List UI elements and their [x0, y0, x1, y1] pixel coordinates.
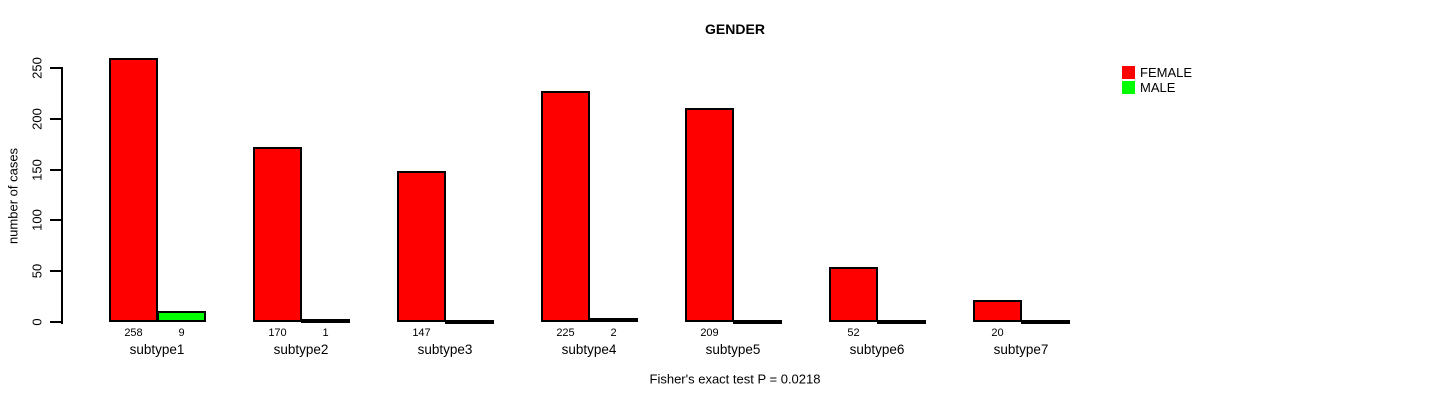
female-bar-subtype5: [685, 108, 734, 322]
bar-value-label: 20: [991, 327, 1004, 339]
male-color-swatch: [1122, 81, 1135, 94]
bar-value-label: 147: [412, 327, 431, 339]
x-category-label: subtype5: [705, 342, 761, 357]
female-bar-subtype7: [973, 300, 1022, 322]
male-bar-subtype4: [589, 318, 638, 322]
female-bar-subtype2: [253, 147, 302, 322]
y-tick-mark: [50, 168, 62, 171]
y-tick-label: 50: [29, 263, 45, 279]
male-bar-subtype1: [157, 311, 206, 322]
bar-value-label: 170: [268, 327, 287, 339]
y-tick-label: 200: [29, 107, 45, 130]
bar-value-label: 2: [610, 327, 617, 339]
male-bar-subtype6: [877, 320, 926, 324]
legend-item-male: MALE: [1122, 80, 1192, 95]
female-bar-subtype6: [829, 267, 878, 322]
bar-value-label: 258: [124, 327, 143, 339]
y-tick-mark: [50, 321, 62, 323]
male-bar-subtype7: [1021, 320, 1070, 324]
x-category-label: subtype6: [849, 342, 905, 357]
female-bar-subtype3: [397, 171, 446, 322]
bar-value-label: 52: [847, 327, 860, 339]
y-axis-label: number of cases: [5, 147, 21, 245]
y-tick-mark: [50, 117, 62, 120]
x-category-label: subtype1: [129, 342, 185, 357]
female-bar-subtype4: [541, 91, 590, 322]
footnote-fishers-test: Fisher's exact test P = 0.0218: [649, 371, 821, 387]
legend-label-female: FEMALE: [1140, 65, 1193, 80]
x-category-label: subtype2: [273, 342, 329, 357]
bar-value-label: 225: [556, 327, 575, 339]
y-tick-label: 150: [29, 158, 45, 181]
bar-value-label: 209: [700, 327, 719, 339]
y-tick-label: 0: [29, 318, 45, 326]
female-bar-subtype1: [109, 58, 158, 322]
female-color-swatch: [1122, 66, 1135, 79]
y-tick-mark: [50, 219, 62, 222]
legend: FEMALE MALE: [1122, 65, 1192, 95]
male-bar-subtype3: [445, 320, 494, 324]
bar-value-label: 9: [178, 327, 185, 339]
male-bar-subtype5: [733, 320, 782, 324]
x-category-label: subtype4: [561, 342, 617, 357]
bar-value-label: 1: [322, 327, 329, 339]
chart-title: GENDER: [705, 21, 765, 37]
y-tick-label: 250: [29, 57, 45, 79]
y-tick-mark: [50, 270, 62, 273]
x-category-label: subtype3: [417, 342, 473, 357]
x-category-label: subtype7: [993, 342, 1049, 357]
y-tick-mark: [50, 67, 62, 69]
male-bar-subtype2: [301, 319, 350, 323]
legend-label-male: MALE: [1140, 80, 1176, 95]
legend-item-female: FEMALE: [1122, 65, 1192, 80]
y-tick-label: 100: [29, 209, 45, 232]
y-axis-line: [61, 67, 63, 324]
